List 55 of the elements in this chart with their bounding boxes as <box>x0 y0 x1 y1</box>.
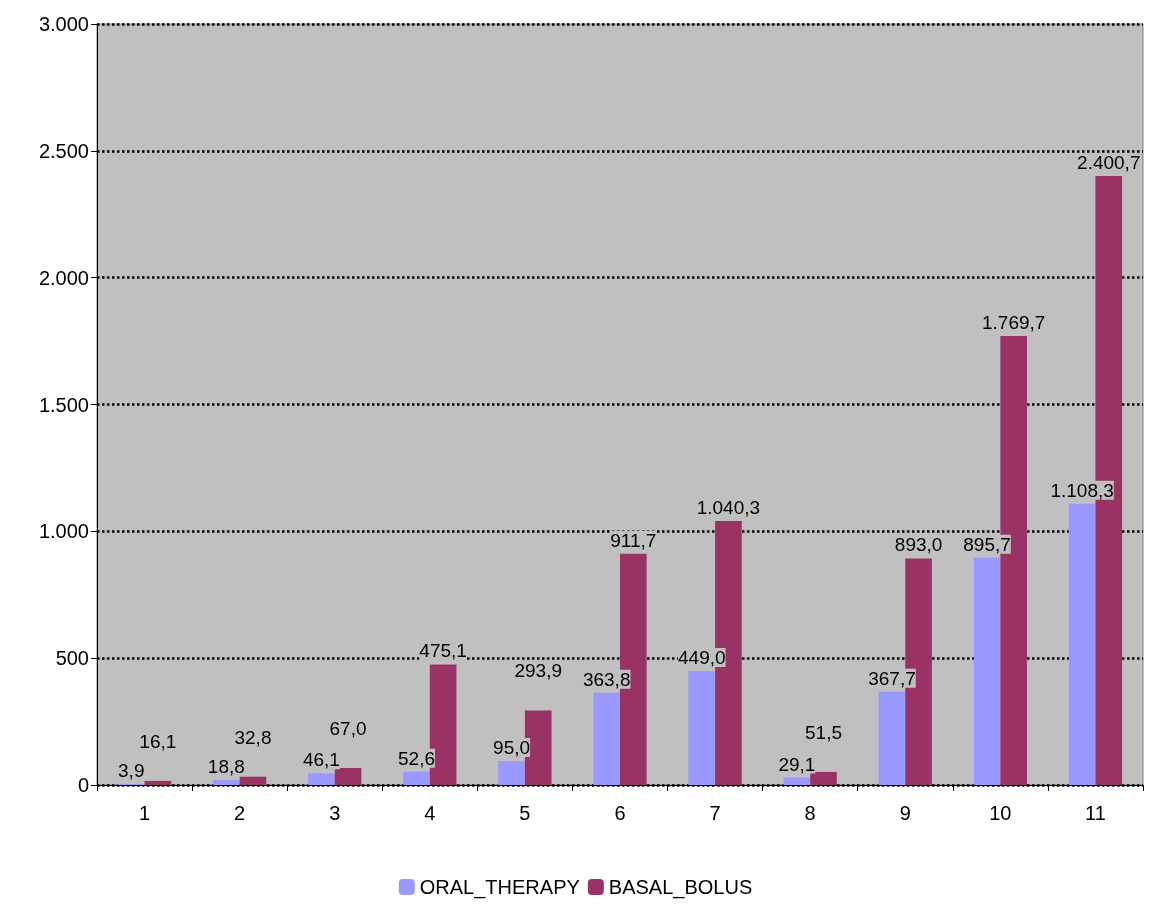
bar <box>593 692 620 785</box>
x-tick-label: 7 <box>709 802 721 824</box>
x-tick-label: 2 <box>234 802 246 824</box>
data-label: 29,1 <box>778 753 816 775</box>
data-label: 1.108,3 <box>1050 479 1114 501</box>
legend-label: ORAL_THERAPY <box>419 876 580 899</box>
data-label: 1.769,7 <box>981 312 1046 334</box>
bar <box>239 776 267 785</box>
bar <box>213 780 240 785</box>
data-label: 911,7 <box>610 529 657 551</box>
data-label: 895,7 <box>963 533 1011 555</box>
data-label: 51,5 <box>805 721 842 743</box>
x-tick-label: 11 <box>1085 802 1106 824</box>
x-tick-label: 8 <box>804 802 816 824</box>
bar <box>334 768 362 785</box>
bar <box>403 771 430 785</box>
data-label: 367,7 <box>868 667 916 689</box>
data-label: 893,0 <box>894 534 943 556</box>
x-tick-label: 6 <box>614 802 626 824</box>
data-label: 52,6 <box>398 747 435 769</box>
y-tick-label: 3.000 <box>38 13 89 35</box>
bar <box>1068 503 1096 785</box>
data-label: 2.400,7 <box>1077 152 1141 174</box>
y-tick-label: 500 <box>55 647 89 670</box>
bar <box>498 760 525 785</box>
bar <box>688 671 716 785</box>
x-tick-label: 10 <box>989 802 1012 824</box>
x-tick-label: 1 <box>138 802 151 824</box>
data-label: 3,9 <box>118 760 145 782</box>
y-tick-label: 1.000 <box>38 520 89 543</box>
x-tick-label: 5 <box>519 802 531 824</box>
data-label: 1.040,3 <box>696 497 761 519</box>
data-label: 363,8 <box>582 668 631 690</box>
bar <box>973 557 1001 785</box>
data-label: 449,0 <box>678 647 726 669</box>
data-label: 46,1 <box>302 749 340 771</box>
x-tick-label: 4 <box>424 802 436 824</box>
x-tick-label: 3 <box>329 802 341 824</box>
data-label: 16,1 <box>139 730 177 752</box>
bar <box>783 777 811 785</box>
y-tick-label: 1.500 <box>38 393 89 416</box>
data-label: 18,8 <box>207 756 245 778</box>
legend-label: BASAL_BOLUS <box>608 876 753 899</box>
x-tick-label: 9 <box>899 802 911 824</box>
data-label: 293,9 <box>514 660 562 682</box>
y-tick-label: 0 <box>77 774 89 796</box>
data-label: 67,0 <box>329 718 367 739</box>
data-label: 32,8 <box>234 726 272 748</box>
data-label: 95,0 <box>493 736 531 758</box>
bar <box>308 773 335 785</box>
y-tick-label: 2.500 <box>38 139 89 162</box>
bar <box>144 780 172 785</box>
data-label: 475,1 <box>419 640 467 662</box>
y-tick-label: 2.000 <box>38 266 89 289</box>
bar <box>878 691 906 785</box>
